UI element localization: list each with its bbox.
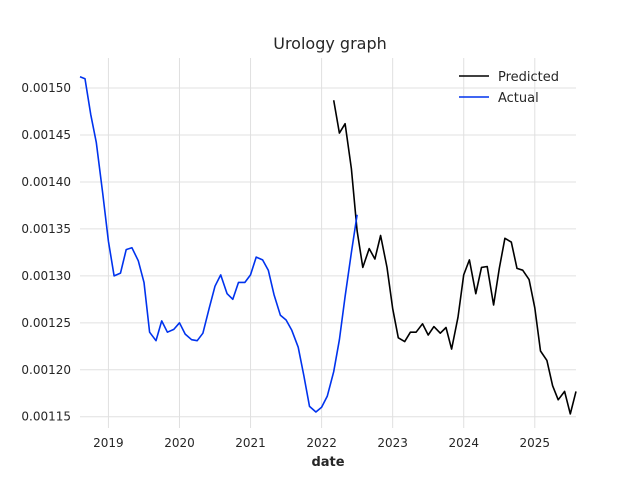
legend-label-predicted: Predicted [498, 70, 559, 85]
legend: Predicted Actual [459, 70, 559, 106]
y-tick-label: 0.00130 [21, 269, 71, 283]
x-tick-label: 2025 [520, 436, 551, 450]
x-tick-label: 2021 [235, 436, 266, 450]
chart-title: Urology graph [273, 34, 387, 53]
x-tick-label: 2023 [377, 436, 408, 450]
y-tick-label: 0.00135 [21, 222, 71, 236]
y-tick-label: 0.00140 [21, 175, 71, 189]
grid [80, 58, 576, 428]
x-tick-label: 2019 [93, 436, 124, 450]
x-tick-label: 2024 [448, 436, 479, 450]
series-line-predicted [332, 100, 577, 415]
x-axis-ticks: 2019 2020 2021 2022 2023 2024 2025 [93, 436, 550, 450]
y-tick-label: 0.00145 [21, 128, 71, 142]
series-line-actual [79, 76, 358, 413]
x-tick-label: 2020 [164, 436, 195, 450]
y-axis-ticks: 0.00115 0.00120 0.00125 0.00130 0.00135 0.001… [21, 81, 71, 424]
y-tick-label: 0.00120 [21, 363, 71, 377]
y-tick-label: 0.00150 [21, 81, 71, 95]
y-tick-label: 0.00115 [21, 410, 71, 424]
y-tick-label: 0.00125 [21, 316, 71, 330]
x-tick-label: 2022 [306, 436, 337, 450]
series-lines [79, 76, 577, 415]
x-axis-label: date [311, 455, 344, 470]
legend-label-actual: Actual [498, 91, 539, 106]
